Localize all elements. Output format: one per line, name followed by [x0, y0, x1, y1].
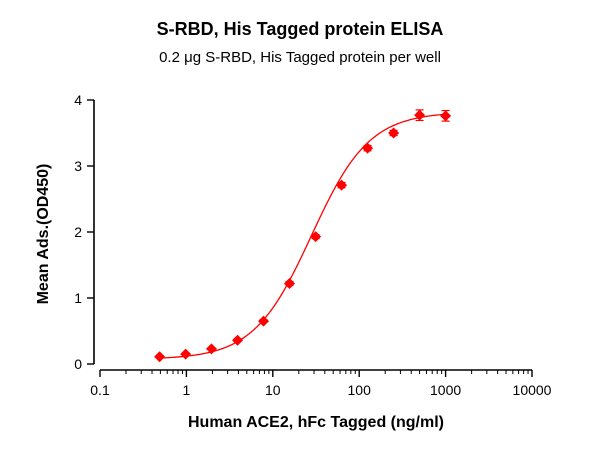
chart-title: S-RBD, His Tagged protein ELISA	[157, 19, 444, 39]
y-tick-label: 1	[74, 290, 82, 306]
data-point	[180, 348, 192, 360]
data-point	[154, 351, 166, 363]
x-tick-label: 1000	[430, 382, 461, 398]
x-tick-label: 0.1	[90, 382, 110, 398]
data-point	[232, 334, 244, 346]
data-point	[283, 277, 295, 289]
y-tick-label: 2	[74, 224, 82, 240]
x-axis-label: Human ACE2, hFc Tagged (ng/ml)	[188, 414, 444, 431]
y-tick-label: 4	[74, 92, 82, 108]
data-point	[258, 315, 270, 327]
chart-subtitle: 0.2 μg S-RBD, His Tagged protein per wel…	[159, 49, 441, 66]
data-point	[440, 110, 452, 122]
data-point	[388, 127, 400, 139]
data-points	[154, 109, 452, 363]
y-tick-label: 0	[74, 356, 82, 372]
data-point	[336, 179, 348, 191]
x-tick-label: 10	[265, 382, 281, 398]
x-tick-label: 1	[183, 382, 191, 398]
data-point	[414, 109, 426, 121]
y-tick-label: 3	[74, 158, 82, 174]
y-axis-ticks: 0 1 2 3 4	[74, 92, 94, 372]
data-point	[310, 231, 322, 243]
fit-curve	[159, 113, 446, 359]
data-point	[205, 343, 217, 355]
x-tick-label: 100	[348, 382, 372, 398]
x-tick-label: 10000	[513, 382, 552, 398]
x-axis-ticks: 0.1 1 10 100 1000 10000	[90, 370, 552, 398]
y-axis-label: Mean Ads.(OD450)	[35, 164, 52, 305]
error-bars	[155, 109, 450, 358]
data-point	[362, 142, 374, 154]
